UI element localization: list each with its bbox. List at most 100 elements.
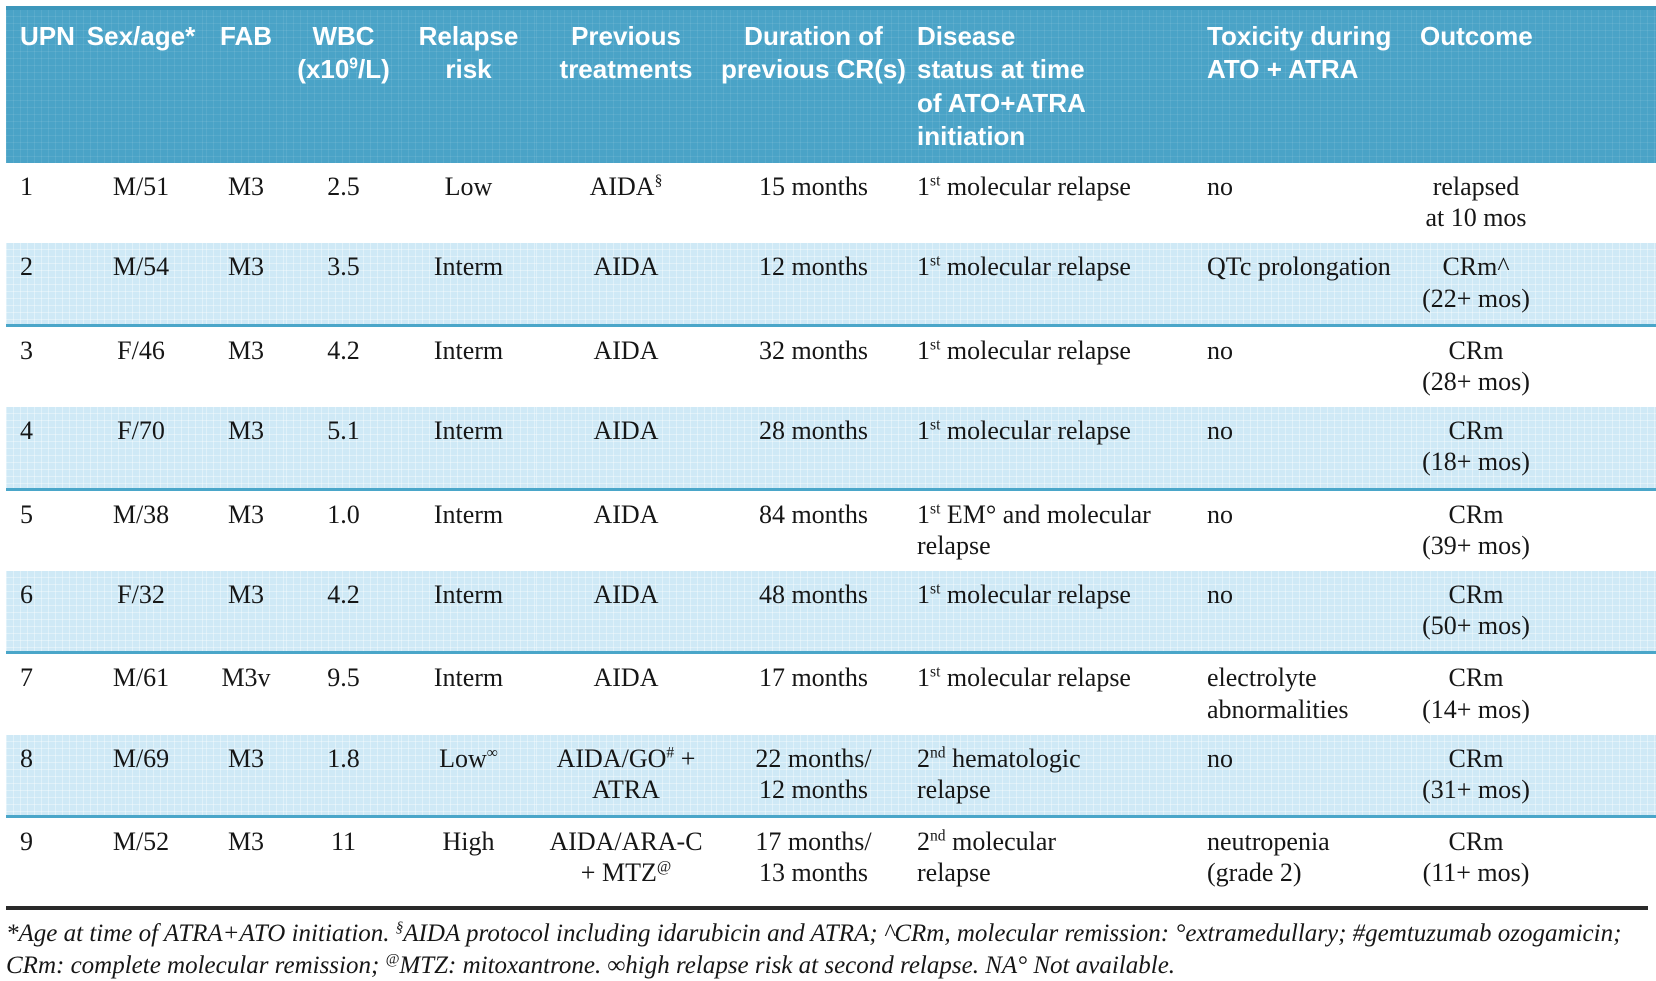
table-cell: AIDA bbox=[536, 570, 716, 655]
table-cell: 5 bbox=[20, 499, 33, 529]
table-cell: 1st molecular relapse bbox=[917, 335, 1131, 365]
table-row: 6 F/32 M3 4.2 Interm AIDA 48 months 1st molecul… bbox=[6, 570, 1656, 655]
table-cell: CRm^ (22+ mos) bbox=[1416, 243, 1656, 327]
table-cell: AIDA bbox=[593, 499, 659, 529]
column-header: Duration of previous CR(s) bbox=[716, 5, 911, 164]
table-cell: 32 months bbox=[758, 335, 869, 365]
table-cell: Low∞ bbox=[401, 734, 536, 819]
table-cell: F/70 bbox=[76, 407, 206, 491]
table-cell: 8 bbox=[6, 734, 76, 819]
table-cell: CRm (50+ mos) bbox=[1416, 570, 1656, 655]
footnote-line-2: CRm: complete molecular remission; @MTZ:… bbox=[6, 951, 1176, 979]
table-cell: M3 bbox=[206, 243, 286, 327]
table-cell: Low bbox=[444, 172, 493, 202]
table-cell: CRm (11+ mos) bbox=[1422, 827, 1530, 888]
table-cell: AIDA bbox=[593, 335, 659, 365]
table-cell: M/51 bbox=[112, 172, 170, 202]
table-cell: CRm (18+ mos) bbox=[1416, 407, 1656, 491]
table-cell: no bbox=[1207, 499, 1233, 529]
table-cell: M/54 bbox=[76, 243, 206, 327]
table-cell: M3 bbox=[206, 407, 286, 491]
table-cell: AIDA/GO# + ATRA bbox=[536, 734, 716, 819]
table-cell: no bbox=[1207, 172, 1233, 202]
column-header: FAB bbox=[206, 5, 286, 164]
table-cell: M3 bbox=[227, 827, 265, 857]
table-cell: no bbox=[1201, 570, 1416, 655]
table-cell: electrolyte abnormalities bbox=[1207, 663, 1349, 724]
table-cell: QTc prolongation bbox=[1201, 243, 1416, 327]
table-cell: M3v bbox=[221, 663, 271, 693]
table-cell: Interm bbox=[433, 499, 504, 529]
column-header: Outcome bbox=[1416, 5, 1656, 164]
table-body: 1 M/51 M3 2.5 Low AIDA§ 15 months 1st molecular… bbox=[6, 163, 1656, 898]
table-cell: 9 bbox=[20, 827, 33, 857]
table-cell: High bbox=[442, 827, 495, 857]
table-cell: AIDA bbox=[536, 243, 716, 327]
column-header: Relapse risk bbox=[401, 5, 536, 164]
header-row: UPN Sex/age* FAB WBC (x109/L) Relapse risk Prev… bbox=[6, 5, 1656, 164]
table-cell: M3 bbox=[206, 570, 286, 655]
table-cell: M/61 bbox=[112, 663, 170, 693]
table-row: 8 M/69 M3 1.8 Low∞ AIDA/GO# + ATRA 22 months/1… bbox=[6, 734, 1656, 819]
table-cell: 1st molecular relapse bbox=[917, 663, 1131, 693]
table-cell: 84 months bbox=[758, 499, 869, 529]
table-cell: M3 bbox=[227, 335, 265, 365]
table-cell: 1st molecular relapse bbox=[917, 172, 1131, 202]
table-cell: 12 months bbox=[716, 243, 911, 327]
table-cell: AIDA/ARA-C + MTZ@ bbox=[549, 827, 703, 888]
table-cell: CRm (14+ mos) bbox=[1422, 663, 1530, 724]
table-cell: no bbox=[1207, 335, 1233, 365]
table-cell: 1st molecular relapse bbox=[911, 407, 1201, 491]
table-cell: relapsed at 10 mos bbox=[1425, 172, 1527, 233]
column-header: WBC (x109/L) bbox=[286, 5, 401, 164]
table-cell: F/46 bbox=[117, 335, 165, 365]
column-header: Previous treatments bbox=[536, 5, 716, 164]
table-cell: 3 bbox=[20, 335, 33, 365]
table-cell: 2.5 bbox=[327, 172, 360, 202]
table-cell: M3 bbox=[206, 734, 286, 819]
column-header: Disease status at time of ATO+ATRA initiati… bbox=[911, 5, 1201, 164]
table-cell: 4.2 bbox=[286, 570, 401, 655]
table-cell: M3 bbox=[227, 172, 265, 202]
table-cell: 1st EM° and molecular relapse bbox=[917, 499, 1151, 560]
column-header: Toxicity during ATO + ATRA bbox=[1201, 5, 1416, 164]
table-cell: 2 bbox=[6, 243, 76, 327]
table-cell: 1.8 bbox=[286, 734, 401, 819]
table-cell: 2nd molecular relapse bbox=[917, 827, 1057, 888]
table-cell: CRm (39+ mos) bbox=[1422, 499, 1530, 560]
table-cell: no bbox=[1201, 407, 1416, 491]
table-cell: Interm bbox=[401, 407, 536, 491]
table-cell: 6 bbox=[6, 570, 76, 655]
table-cell: M/52 bbox=[112, 827, 170, 857]
table-cell: 1 bbox=[20, 172, 33, 202]
table-cell: F/32 bbox=[76, 570, 206, 655]
table-cell: 1.0 bbox=[327, 499, 360, 529]
table-cell: 3.5 bbox=[286, 243, 401, 327]
table-cell: neutropenia (grade 2) bbox=[1207, 827, 1330, 888]
table-cell: 48 months bbox=[716, 570, 911, 655]
table-cell: 7 bbox=[20, 663, 33, 693]
table-cell: M/38 bbox=[112, 499, 170, 529]
table-footnote: *Age at time of ATRA+ATO initiation. §AI… bbox=[6, 906, 1648, 981]
footnote-line-1: *Age at time of ATRA+ATO initiation. §AI… bbox=[6, 920, 1622, 948]
table-cell: Interm bbox=[433, 663, 504, 693]
table-cell: Interm bbox=[433, 335, 504, 365]
table-cell: 1st molecular relapse bbox=[911, 570, 1201, 655]
patients-table: UPN Sex/age* FAB WBC (x109/L) Relapse risk Prev… bbox=[6, 5, 1656, 898]
table-row: 9 M/52 M3 11 High AIDA/ARA-C + MTZ@ 17 months/… bbox=[6, 817, 1656, 899]
table-cell: 28 months bbox=[716, 407, 911, 491]
table-cell: 2nd hematologic relapse bbox=[911, 734, 1201, 819]
table-cell: 17 months bbox=[758, 663, 869, 693]
table-cell: M/69 bbox=[76, 734, 206, 819]
table-cell: AIDA§ bbox=[589, 172, 663, 202]
table-row: 1 M/51 M3 2.5 Low AIDA§ 15 months 1st molecular… bbox=[6, 163, 1656, 243]
table-row: 5 M/38 M3 1.0 Interm AIDA 84 months 1st EM° and… bbox=[6, 489, 1656, 571]
table-row: 4 F/70 M3 5.1 Interm AIDA 28 months 1st molecul… bbox=[6, 407, 1656, 491]
column-header: Sex/age* bbox=[76, 5, 206, 164]
table-row: 2 M/54 M3 3.5 Interm AIDA 12 months 1st molecul… bbox=[6, 243, 1656, 327]
table-cell: CRm (28+ mos) bbox=[1422, 335, 1530, 396]
table-cell: 4 bbox=[6, 407, 76, 491]
table-cell: 4.2 bbox=[327, 335, 360, 365]
table-header: UPN Sex/age* FAB WBC (x109/L) Relapse risk Prev… bbox=[6, 5, 1656, 164]
table-cell: 17 months/13 months bbox=[755, 827, 872, 888]
